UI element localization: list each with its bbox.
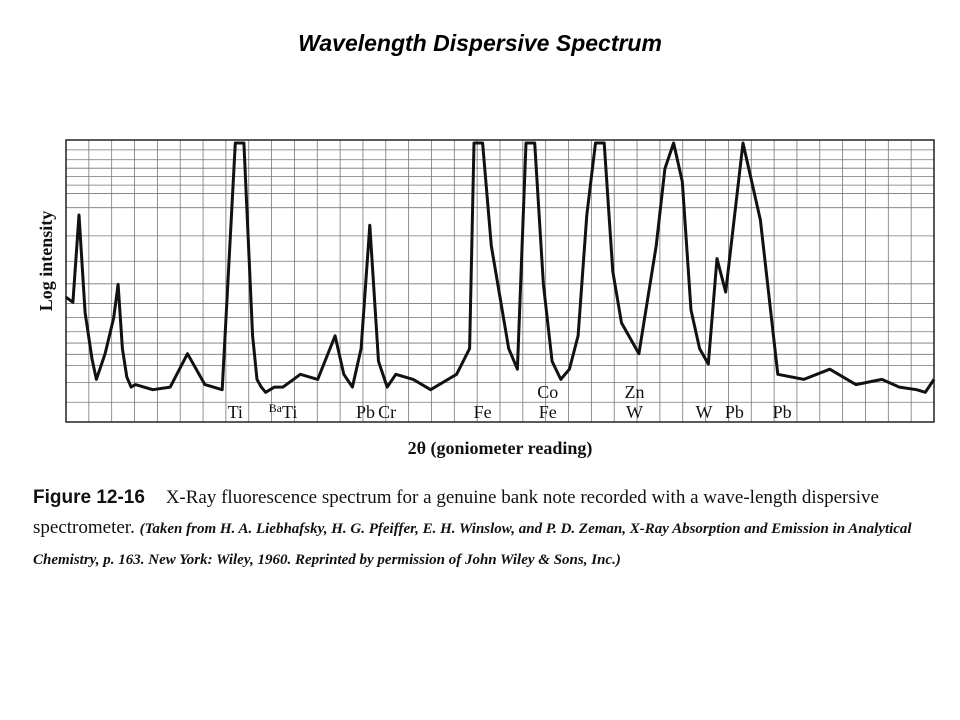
peak-label-w-7: W [695,402,712,422]
figure-label: Figure 12-16 [33,487,145,508]
plot-frame [65,139,935,423]
peak-label-pb-8: Pb [725,402,744,422]
peak-label-cr-3: Cr [378,402,396,422]
peak-label-co-5: Co [537,382,558,402]
spectrum-series-line-0 [65,141,936,394]
figure-source: (Taken from H. A. Liebhafsky, H. G. Pfei… [33,521,912,568]
x-axis-label: 2θ (goniometer reading) [408,438,593,459]
peak-label-pb-2: Pb [356,402,375,422]
slide-title: Wavelength Dispersive Spectrum [298,30,662,56]
peak-label-fe-4: Fe [474,402,492,422]
chart-grid [66,140,934,422]
y-axis-label: Log intensity [36,211,56,312]
peak-label-ti-1: BaTi [269,401,298,422]
figure-caption: Figure 12-16 X-Ray fluorescence spectrum… [33,483,938,575]
peak-label-w-6: W [626,402,643,422]
series-layer [65,141,936,394]
peak-label-ti-0: Ti [228,402,243,422]
figure-text: X-Ray fluorescence spectrum for a genuin… [33,487,879,538]
peak-label-zn-6: Zn [625,382,645,402]
peak-label-pb-9: Pb [773,402,792,422]
peak-label-fe-5: Fe [539,402,557,422]
